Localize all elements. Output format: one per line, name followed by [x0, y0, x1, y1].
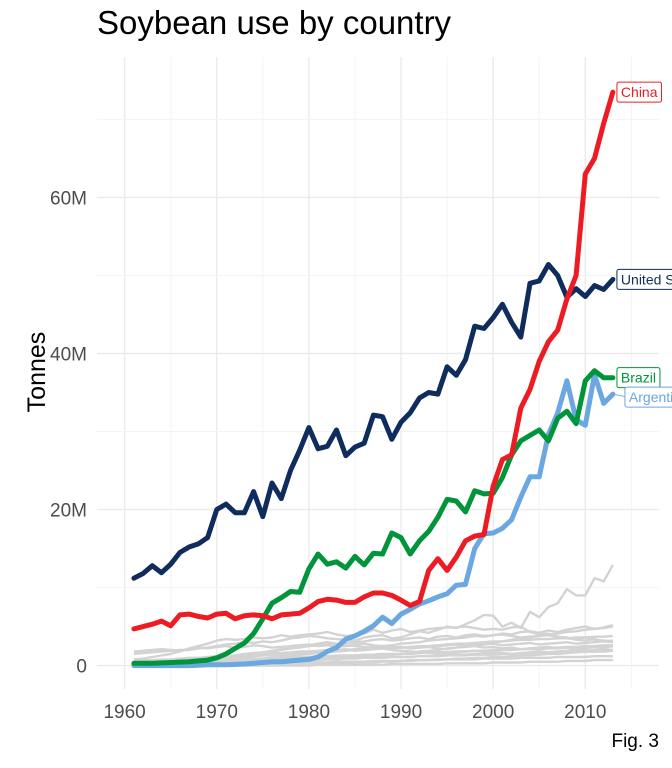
- figure-caption: Fig. 3: [611, 731, 659, 752]
- label-text-argentina: Argentina: [629, 389, 672, 405]
- series-label-brazil: Brazil: [616, 367, 661, 389]
- series-line-brazil: [131, 368, 616, 666]
- label-box-china: [616, 81, 663, 103]
- y-tick-label: 60M: [50, 188, 87, 209]
- series-line-china: [131, 89, 616, 632]
- highlighted-country-lines: [131, 89, 616, 669]
- series-line-united-states: [131, 262, 616, 581]
- series-label-argentina: Argentina: [612, 386, 672, 408]
- y-tick-label: 0: [76, 657, 87, 678]
- x-tick-label: 1960: [103, 702, 145, 723]
- series-label-united-states: United States: [616, 268, 672, 290]
- series-label-china: China: [616, 81, 663, 103]
- series-labels: China United States Brazil Argentina: [612, 81, 672, 408]
- x-axis-ticks: 1960 1970 1980 1990 2000 2010: [103, 702, 606, 723]
- chart-title: Soybean use by country: [97, 4, 452, 41]
- series-line-argentina: [131, 372, 616, 669]
- x-tick-label: 2010: [564, 702, 606, 723]
- y-axis-ticks: 0 20M 40M 60M: [50, 188, 87, 677]
- label-box-argentina: [624, 386, 672, 408]
- x-tick-label: 1990: [380, 702, 422, 723]
- y-tick-label: 40M: [50, 344, 87, 365]
- y-axis-title: Tonnes: [23, 332, 51, 413]
- label-box-united-states: [616, 268, 672, 290]
- y-tick-label: 20M: [50, 501, 87, 522]
- label-text-united-states: United States: [621, 271, 672, 287]
- x-tick-label: 2000: [472, 702, 514, 723]
- label-text-brazil: Brazil: [621, 370, 656, 386]
- x-tick-label: 1970: [196, 702, 238, 723]
- label-text-china: China: [621, 84, 658, 100]
- x-tick-label: 1980: [288, 702, 330, 723]
